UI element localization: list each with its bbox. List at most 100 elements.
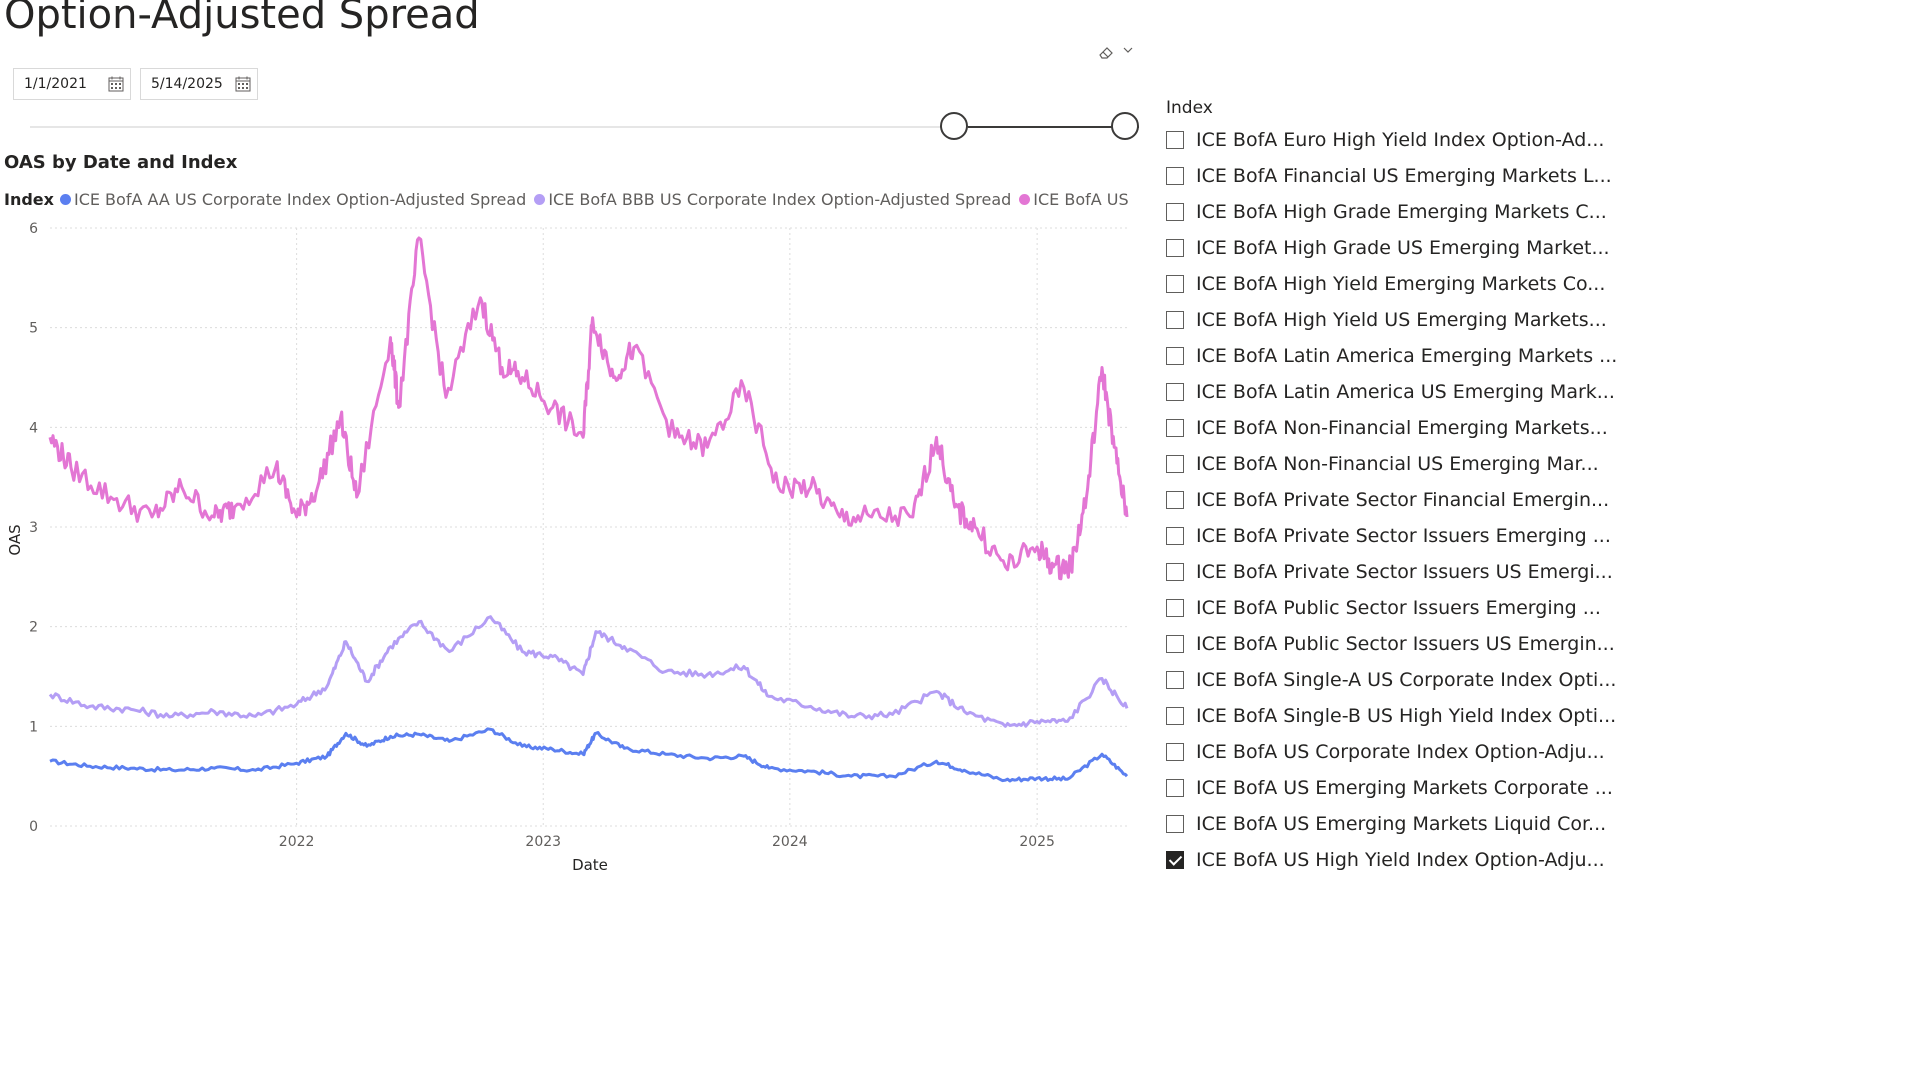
checkbox[interactable] bbox=[1166, 347, 1184, 365]
slicer-item-label: ICE BofA US Emerging Markets Liquid Cor.… bbox=[1196, 813, 1607, 835]
slicer-item[interactable]: ICE BofA Latin America Emerging Markets … bbox=[1166, 338, 1921, 374]
y-tick-label: 0 bbox=[29, 819, 38, 835]
checkbox[interactable] bbox=[1166, 419, 1184, 437]
slicer-item-label: ICE BofA Single-A US Corporate Index Opt… bbox=[1196, 669, 1617, 691]
slicer-item-label: ICE BofA High Yield US Emerging Markets.… bbox=[1196, 309, 1607, 331]
slicer-item-label: ICE BofA Public Sector Issuers US Emergi… bbox=[1196, 633, 1615, 655]
x-tick-label: 2022 bbox=[279, 834, 315, 850]
checkbox-checked[interactable] bbox=[1166, 851, 1184, 869]
index-slicer: Index ICE BofA Euro High Yield Index Opt… bbox=[1166, 98, 1921, 878]
checkbox[interactable] bbox=[1166, 203, 1184, 221]
legend-item-bbb[interactable]: ICE BofA BBB US Corporate Index Option-A… bbox=[534, 190, 1011, 209]
x-tick-label: 2023 bbox=[525, 834, 561, 850]
slicer-item[interactable]: ICE BofA US Emerging Markets Liquid Cor.… bbox=[1166, 806, 1921, 842]
slicer-item[interactable]: ICE BofA Financial US Emerging Markets L… bbox=[1166, 158, 1921, 194]
checkbox[interactable] bbox=[1166, 635, 1184, 653]
series-line[interactable] bbox=[48, 236, 1129, 581]
y-axis-ticks: 0 1 2 3 4 5 6 bbox=[29, 221, 38, 835]
slicer-item[interactable]: ICE BofA Non-Financial Emerging Markets.… bbox=[1166, 410, 1921, 446]
slicer-item-label: ICE BofA US Emerging Markets Corporate .… bbox=[1196, 777, 1613, 799]
eraser-icon[interactable] bbox=[1097, 42, 1137, 62]
checkbox[interactable] bbox=[1166, 671, 1184, 689]
slicer-item[interactable]: ICE BofA US Emerging Markets Corporate .… bbox=[1166, 770, 1921, 806]
legend-item-aa[interactable]: ICE BofA AA US Corporate Index Option-Ad… bbox=[59, 190, 526, 209]
checkbox[interactable] bbox=[1166, 131, 1184, 149]
slicer-item-label: ICE BofA Financial US Emerging Markets L… bbox=[1196, 165, 1612, 187]
slicer-item-label: ICE BofA Non-Financial Emerging Markets.… bbox=[1196, 417, 1608, 439]
slicer-item[interactable]: ICE BofA Private Sector Financial Emergi… bbox=[1166, 482, 1921, 518]
slicer-list: ICE BofA Euro High Yield Index Option-Ad… bbox=[1166, 122, 1921, 878]
legend-label: ICE BofA BBB US Corporate Index Option-A… bbox=[548, 190, 1012, 209]
checkbox[interactable] bbox=[1166, 743, 1184, 761]
y-tick-label: 1 bbox=[29, 719, 38, 735]
slicer-item-label: ICE BofA High Grade Emerging Markets C..… bbox=[1196, 201, 1607, 223]
y-tick-label: 2 bbox=[29, 620, 38, 636]
slicer-item[interactable]: ICE BofA Latin America US Emerging Mark.… bbox=[1166, 374, 1921, 410]
legend-label: ICE BofA US High Yield Index Option-Adju… bbox=[1033, 190, 1134, 209]
series-lines bbox=[48, 236, 1129, 783]
legend-marker bbox=[59, 194, 71, 205]
legend-title: Index bbox=[4, 190, 54, 209]
y-tick-label: 6 bbox=[29, 221, 38, 237]
checkbox[interactable] bbox=[1166, 239, 1184, 257]
slicer-item[interactable]: ICE BofA Private Sector Issuers US Emerg… bbox=[1166, 554, 1921, 590]
slicer-title: Index bbox=[1166, 98, 1213, 118]
start-date-input[interactable]: 1/1/2021 bbox=[13, 68, 131, 100]
chart-legend: Index ICE BofA AA US Corporate Index Opt… bbox=[4, 190, 1134, 209]
x-axis-ticks: 2022 2023 2024 2025 bbox=[279, 834, 1055, 850]
page-title: Option-Adjusted Spread bbox=[4, 0, 480, 38]
slicer-item[interactable]: ICE BofA Public Sector Issuers Emerging … bbox=[1166, 590, 1921, 626]
slicer-item-label: ICE BofA High Grade US Emerging Market..… bbox=[1196, 237, 1610, 259]
end-date-value: 5/14/2025 bbox=[151, 76, 223, 92]
x-axis-label: Date bbox=[572, 856, 608, 874]
calendar-icon[interactable] bbox=[108, 76, 124, 92]
slicer-item[interactable]: ICE BofA Single-B US High Yield Index Op… bbox=[1166, 698, 1921, 734]
start-date-value: 1/1/2021 bbox=[24, 76, 87, 92]
legend-marker bbox=[534, 194, 546, 205]
slicer-item-label: ICE BofA Euro High Yield Index Option-Ad… bbox=[1196, 129, 1605, 151]
checkbox[interactable] bbox=[1166, 563, 1184, 581]
y-tick-label: 4 bbox=[29, 420, 38, 436]
slicer-item[interactable]: ICE BofA High Grade Emerging Markets C..… bbox=[1166, 194, 1921, 230]
chart-title: OAS by Date and Index bbox=[4, 152, 238, 173]
date-slider-track[interactable] bbox=[30, 126, 1125, 128]
slicer-item[interactable]: ICE BofA Euro High Yield Index Option-Ad… bbox=[1166, 122, 1921, 158]
slicer-item-label: ICE BofA US Corporate Index Option-Adju.… bbox=[1196, 741, 1605, 763]
checkbox[interactable] bbox=[1166, 599, 1184, 617]
slicer-item-label: ICE BofA Private Sector Issuers Emerging… bbox=[1196, 525, 1611, 547]
end-date-input[interactable]: 5/14/2025 bbox=[140, 68, 258, 100]
calendar-icon[interactable] bbox=[235, 76, 251, 92]
checkbox[interactable] bbox=[1166, 455, 1184, 473]
checkbox[interactable] bbox=[1166, 167, 1184, 185]
checkbox[interactable] bbox=[1166, 275, 1184, 293]
legend-marker bbox=[1019, 194, 1031, 205]
slicer-item[interactable]: ICE BofA High Grade US Emerging Market..… bbox=[1166, 230, 1921, 266]
slicer-item[interactable]: ICE BofA High Yield US Emerging Markets.… bbox=[1166, 302, 1921, 338]
checkbox[interactable] bbox=[1166, 815, 1184, 833]
y-tick-label: 5 bbox=[29, 321, 38, 337]
series-line[interactable] bbox=[48, 615, 1129, 728]
slicer-item-label: ICE BofA Public Sector Issuers Emerging … bbox=[1196, 597, 1601, 619]
slicer-item-label: ICE BofA Non-Financial US Emerging Mar..… bbox=[1196, 453, 1599, 475]
checkbox[interactable] bbox=[1166, 383, 1184, 401]
checkbox[interactable] bbox=[1166, 311, 1184, 329]
date-slider-end-handle[interactable] bbox=[1111, 112, 1139, 140]
slicer-item[interactable]: ICE BofA Private Sector Issuers Emerging… bbox=[1166, 518, 1921, 554]
checkbox[interactable] bbox=[1166, 707, 1184, 725]
x-tick-label: 2024 bbox=[772, 834, 808, 850]
legend-item-high-yield[interactable]: ICE BofA US High Yield Index Option-Adju… bbox=[1019, 190, 1134, 209]
slicer-item-label: ICE BofA Private Sector Issuers US Emerg… bbox=[1196, 561, 1613, 583]
slicer-item[interactable]: ICE BofA Non-Financial US Emerging Mar..… bbox=[1166, 446, 1921, 482]
series-line[interactable] bbox=[49, 727, 1129, 783]
slicer-item[interactable]: ICE BofA High Yield Emerging Markets Co.… bbox=[1166, 266, 1921, 302]
slicer-item[interactable]: ICE BofA Single-A US Corporate Index Opt… bbox=[1166, 662, 1921, 698]
checkbox[interactable] bbox=[1166, 491, 1184, 509]
slicer-item[interactable]: ICE BofA US High Yield Index Option-Adju… bbox=[1166, 842, 1921, 878]
y-tick-label: 3 bbox=[29, 520, 38, 536]
slicer-item[interactable]: ICE BofA US Corporate Index Option-Adju.… bbox=[1166, 734, 1921, 770]
checkbox[interactable] bbox=[1166, 779, 1184, 797]
checkbox[interactable] bbox=[1166, 527, 1184, 545]
slicer-item[interactable]: ICE BofA Public Sector Issuers US Emergi… bbox=[1166, 626, 1921, 662]
date-slider-range bbox=[968, 126, 1139, 128]
date-slider-start-handle[interactable] bbox=[940, 112, 968, 140]
